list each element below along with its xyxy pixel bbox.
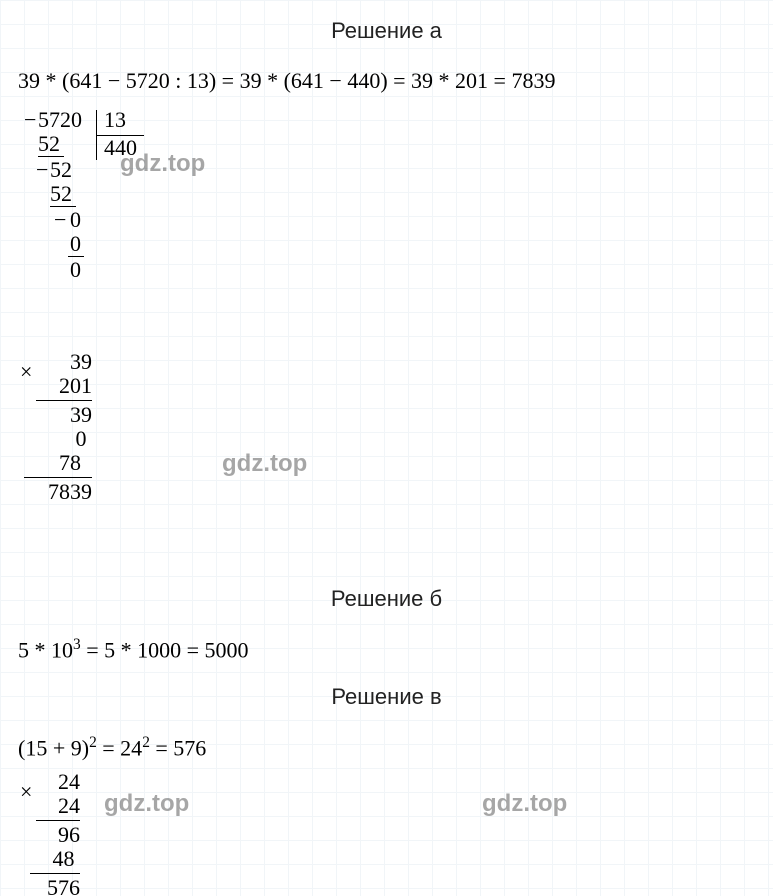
mult-v-line2 bbox=[30, 873, 80, 874]
ld-divisor: 13 bbox=[104, 108, 126, 132]
mult-a-line2 bbox=[24, 477, 92, 478]
expr-v-mid: = 24 bbox=[97, 735, 142, 760]
expr-v: (15 + 9)2 = 242 = 576 bbox=[18, 734, 206, 761]
mult-v-p1: 48 bbox=[36, 847, 80, 871]
multiplication-a: × 39 201 39 0 78 7839 bbox=[36, 350, 92, 504]
expr-v-prefix: (15 + 9) bbox=[18, 735, 89, 760]
ld-dividend: 5720 bbox=[38, 108, 82, 132]
minus-icon: − bbox=[54, 208, 66, 232]
watermark: gdz.top bbox=[104, 790, 189, 818]
mult-v-res: 576 bbox=[36, 876, 80, 896]
expr-b: 5 * 103 = 5 * 1000 = 5000 bbox=[18, 636, 249, 663]
ld-step3-res: 0 bbox=[70, 258, 81, 282]
expr-a: 39 * (641 − 5720 : 13) = 39 * (641 − 440… bbox=[18, 68, 555, 94]
ld-step1-sub: 52 bbox=[38, 132, 60, 156]
mult-v-p0: 96 bbox=[36, 823, 80, 847]
mult-v-bottom: 24 bbox=[36, 794, 80, 818]
ld-step2-sub: 52 bbox=[50, 182, 72, 206]
minus-icon: − bbox=[36, 158, 48, 182]
ld-step2-bring: 52 bbox=[50, 158, 72, 182]
section-title-a: Решение а bbox=[0, 18, 773, 44]
mult-a-p1: 0 bbox=[36, 427, 92, 451]
ld-quotient: 440 bbox=[104, 136, 137, 160]
times-icon: × bbox=[20, 780, 32, 804]
expr-v-exp1: 2 bbox=[89, 734, 97, 751]
mult-v-p1-val: 48 bbox=[53, 846, 75, 871]
mult-a-p2-val: 78 bbox=[59, 450, 81, 475]
multiplication-v: × 24 24 96 48 576 bbox=[36, 770, 80, 896]
minus-icon: − bbox=[24, 108, 36, 132]
ld-step3-bring: 0 bbox=[70, 208, 81, 232]
section-title-v: Решение в bbox=[0, 684, 773, 710]
mult-a-p1-val: 0 bbox=[76, 426, 87, 451]
watermark: gdz.top bbox=[222, 450, 307, 478]
long-division-a: − 5720 13 440 52 − 52 52 − 0 0 0 bbox=[30, 108, 190, 338]
mult-a-p0: 39 bbox=[36, 403, 92, 427]
expr-b-suffix: = 5 * 1000 = 5000 bbox=[81, 637, 249, 662]
mult-a-p2: 78 bbox=[36, 451, 92, 475]
ld-step3-sub: 0 bbox=[70, 232, 81, 256]
mult-a-top: 39 bbox=[36, 350, 92, 374]
mult-a-res: 7839 bbox=[36, 480, 92, 504]
mult-a-bottom: 201 bbox=[36, 374, 92, 398]
expr-b-exp: 3 bbox=[73, 636, 81, 653]
mult-v-top: 24 bbox=[36, 770, 80, 794]
watermark: gdz.top bbox=[482, 790, 567, 818]
section-title-b: Решение б bbox=[0, 586, 773, 612]
expr-b-prefix: 5 * 10 bbox=[18, 637, 73, 662]
mult-v-line1 bbox=[36, 820, 80, 821]
expr-v-suffix: = 576 bbox=[150, 735, 206, 760]
mult-a-line1 bbox=[36, 400, 92, 401]
times-icon: × bbox=[20, 360, 32, 384]
expr-v-exp2: 2 bbox=[142, 734, 150, 751]
